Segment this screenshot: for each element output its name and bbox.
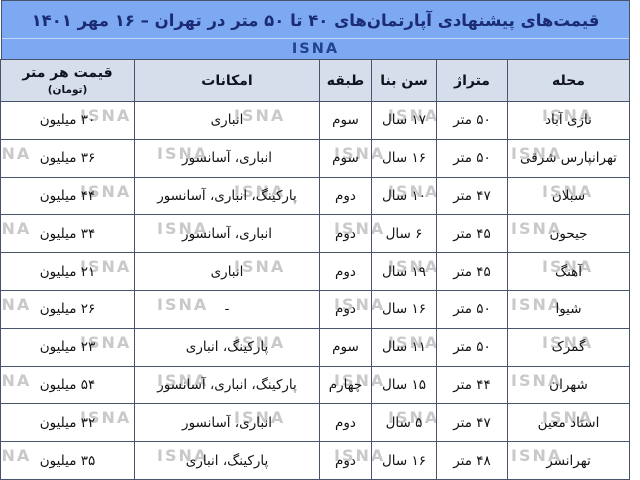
cell-tabaqeh: سوم	[319, 138, 372, 178]
cell-tabaqeh: چهارم	[319, 365, 372, 405]
cell-sen_bana: ۱۷ سال	[371, 101, 437, 140]
cell-sen_bana: ۱۶ سال	[371, 138, 437, 178]
cell-metraj: ۴۴ متر	[436, 365, 508, 405]
cell-sen_bana: ۱۱ سال	[371, 327, 437, 367]
col-header-sub-gheymat: (تومان)	[47, 83, 88, 96]
price-table: محله متراژ سن بنا طبقه امکانات قیمت هر متر (ت…	[0, 59, 630, 480]
cell-emkanat: پارکینگ، انباری	[134, 327, 320, 367]
table-row: نازی آباد ۵۰ متر ۱۷ سال سوم انباری ۳۰ میلیون	[0, 101, 630, 140]
cell-sen_bana: ۱۹ سال	[371, 252, 437, 291]
table-body: نازی آباد ۵۰ متر ۱۷ سال سوم انباری ۳۰ میلیون ت…	[0, 101, 630, 480]
cell-mahalleh: نازی آباد	[507, 101, 630, 140]
cell-tabaqeh: دوم	[319, 176, 372, 216]
cell-emkanat: انباری، آسانسور	[134, 403, 320, 443]
cell-gheymat: ۳۴ میلیون	[0, 214, 135, 254]
cell-gheymat: ۲۱ میلیون	[0, 252, 135, 291]
cell-sen_bana: ۱۰ سال	[371, 176, 437, 216]
cell-mahalleh: آهنگ	[507, 252, 630, 291]
cell-emkanat: پارکینگ، انباری، آسانسور	[134, 365, 320, 405]
col-header-emkanat: امکانات	[134, 59, 320, 102]
page-title: قیمت‌های پیشنهادی آپارتمان‌های ۴۰ تا ۵۰ …	[2, 1, 629, 39]
col-header-tabaqeh: طبقه	[319, 59, 372, 102]
col-header-metraj: متراژ	[436, 59, 508, 102]
cell-mahalleh: سبلان	[507, 176, 630, 216]
cell-emkanat: پارکینگ، انباری، آسانسور	[134, 176, 320, 216]
cell-gheymat: ۳۲ میلیون	[0, 403, 135, 443]
table-row: شیوا ۵۰ متر ۱۶ سال دوم -۲۶ میلیون	[0, 289, 630, 329]
cell-gheymat: ۳۵ میلیون	[0, 441, 135, 480]
cell-metraj: ۵۰ متر	[436, 289, 508, 329]
cell-mahalleh: شیوا	[507, 289, 630, 329]
cell-sen_bana: ۱۶ سال	[371, 289, 437, 329]
cell-metraj: ۵۰ متر	[436, 101, 508, 140]
cell-mahalleh: گمرک	[507, 327, 630, 367]
cell-tabaqeh: دوم	[319, 441, 372, 480]
cell-metraj: ۴۷ متر	[436, 176, 508, 216]
cell-gheymat: ۲۳ میلیون	[0, 327, 135, 367]
table-row: تهرانپارس شرقی ۵۰ متر ۱۶ سال سوم انباری، آسا…	[0, 138, 630, 178]
table-row: استاد معین ۴۷ متر ۵ سال دوم انباری، آسانسور ۳…	[0, 403, 630, 443]
cell-gheymat: ۳۶ میلیون	[0, 138, 135, 178]
cell-tabaqeh: دوم	[319, 214, 372, 254]
col-header-mahalleh: محله	[507, 59, 630, 102]
cell-tabaqeh: دوم	[319, 289, 372, 329]
cell-emkanat: پارکینگ، انباری	[134, 441, 320, 480]
col-header-gheymat: قیمت هر متر (تومان)	[0, 59, 135, 102]
cell-mahalleh: تهرانسر	[507, 441, 630, 480]
cell-tabaqeh: سوم	[319, 327, 372, 367]
table-row: تهرانسر ۴۸ متر ۱۶ سال دوم پارکینگ، انباری ۳۵ …	[0, 441, 630, 480]
cell-gheymat: ۴۴ میلیون	[0, 176, 135, 216]
banner: قیمت‌های پیشنهادی آپارتمان‌های ۴۰ تا ۵۰ …	[1, 0, 630, 59]
table-row: شهران ۴۴ متر ۱۵ سال چهارم پارکینگ، انباری، آ…	[0, 365, 630, 405]
cell-sen_bana: ۱۶ سال	[371, 441, 437, 480]
cell-mahalleh: جیحون	[507, 214, 630, 254]
cell-metraj: ۵۰ متر	[436, 327, 508, 367]
cell-gheymat: ۵۴ میلیون	[0, 365, 135, 405]
cell-sen_bana: ۵ سال	[371, 403, 437, 443]
cell-tabaqeh: دوم	[319, 252, 372, 291]
isna-logo: ISNA	[291, 41, 340, 57]
col-header-sen_bana: سن بنا	[371, 59, 437, 102]
cell-metraj: ۴۸ متر	[436, 441, 508, 480]
cell-emkanat: انباری	[134, 252, 320, 291]
cell-tabaqeh: سوم	[319, 101, 372, 140]
cell-mahalleh: تهرانپارس شرقی	[507, 138, 630, 178]
cell-gheymat: ۲۶ میلیون	[0, 289, 135, 329]
table-row: گمرک ۵۰ متر ۱۱ سال سوم پارکینگ، انباری ۲۳ میل…	[0, 327, 630, 367]
cell-emkanat: انباری، آسانسور	[134, 138, 320, 178]
cell-gheymat: ۳۰ میلیون	[0, 101, 135, 140]
cell-sen_bana: ۱۵ سال	[371, 365, 437, 405]
cell-metraj: ۵۰ متر	[436, 138, 508, 178]
cell-sen_bana: ۶ سال	[371, 214, 437, 254]
table-row: سبلان ۴۷ متر ۱۰ سال دوم پارکینگ، انباری، آسا…	[0, 176, 630, 216]
table-row: جیحون ۴۵ متر ۶ سال دوم انباری، آسانسور ۳۴ میل…	[0, 214, 630, 254]
table-header: محله متراژ سن بنا طبقه امکانات قیمت هر متر (ت…	[0, 59, 630, 102]
cell-metraj: ۴۵ متر	[436, 252, 508, 291]
table-row: آهنگ ۴۵ متر ۱۹ سال دوم انباری ۲۱ میلیون	[0, 252, 630, 291]
cell-mahalleh: استاد معین	[507, 403, 630, 443]
cell-emkanat: انباری، آسانسور	[134, 214, 320, 254]
cell-emkanat: انباری	[134, 101, 320, 140]
cell-mahalleh: شهران	[507, 365, 630, 405]
cell-metraj: ۴۵ متر	[436, 214, 508, 254]
cell-emkanat: -	[134, 289, 320, 329]
cell-tabaqeh: دوم	[319, 403, 372, 443]
cell-metraj: ۴۷ متر	[436, 403, 508, 443]
header-row: محله متراژ سن بنا طبقه امکانات قیمت هر متر (ت…	[0, 59, 630, 102]
